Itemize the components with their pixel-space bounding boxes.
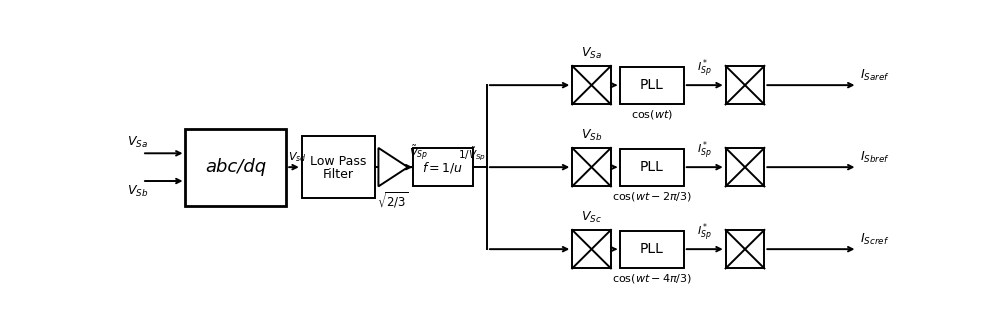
Bar <box>302 136 375 198</box>
Text: $I_{Scref}$: $I_{Scref}$ <box>860 232 890 247</box>
Text: $\cos(wt)$: $\cos(wt)$ <box>631 108 673 121</box>
Text: $\sqrt{2/3}$: $\sqrt{2/3}$ <box>377 190 409 210</box>
Text: $V_{Sb}$: $V_{Sb}$ <box>127 184 148 199</box>
Text: $I^*_{Sp}$: $I^*_{Sp}$ <box>697 58 712 80</box>
Text: $\tilde{V}_{Sp}$: $\tilde{V}_{Sp}$ <box>409 144 428 163</box>
Bar <box>726 148 764 186</box>
Bar <box>726 230 764 268</box>
Bar <box>572 230 611 268</box>
Bar <box>620 67 684 104</box>
Text: $I_{Sbref}$: $I_{Sbref}$ <box>860 150 890 165</box>
Text: abc/dq: abc/dq <box>205 158 266 176</box>
Bar <box>620 149 684 186</box>
Text: $1/\tilde{V}_{Sp}$: $1/\tilde{V}_{Sp}$ <box>458 145 486 163</box>
Text: Low Pass: Low Pass <box>310 155 367 168</box>
Text: $f=1/u$: $f=1/u$ <box>422 160 463 175</box>
Bar <box>620 231 684 268</box>
Text: $\cos(wt-4\pi/3)$: $\cos(wt-4\pi/3)$ <box>612 272 692 285</box>
Text: $V_{sd}$: $V_{sd}$ <box>288 150 306 164</box>
Text: $V_{Sc}$: $V_{Sc}$ <box>581 210 602 224</box>
Bar <box>572 148 611 186</box>
Text: $V_{Sa}$: $V_{Sa}$ <box>581 45 602 61</box>
Text: $V_{Sb}$: $V_{Sb}$ <box>581 127 602 143</box>
Bar <box>572 66 611 104</box>
Text: Filter: Filter <box>323 168 354 181</box>
Text: $I_{Saref}$: $I_{Saref}$ <box>860 68 890 83</box>
Text: $I^*_{Sp}$: $I^*_{Sp}$ <box>697 140 712 162</box>
Text: PLL: PLL <box>640 242 664 256</box>
Bar <box>726 66 764 104</box>
Text: $I^*_{Sp}$: $I^*_{Sp}$ <box>697 221 712 244</box>
Text: PLL: PLL <box>640 78 664 92</box>
Text: $\cos(wt-2\pi/3)$: $\cos(wt-2\pi/3)$ <box>612 190 692 203</box>
Bar <box>413 148 473 186</box>
Bar <box>185 129 286 206</box>
Text: $V_{Sa}$: $V_{Sa}$ <box>127 135 147 150</box>
Text: PLL: PLL <box>640 160 664 174</box>
